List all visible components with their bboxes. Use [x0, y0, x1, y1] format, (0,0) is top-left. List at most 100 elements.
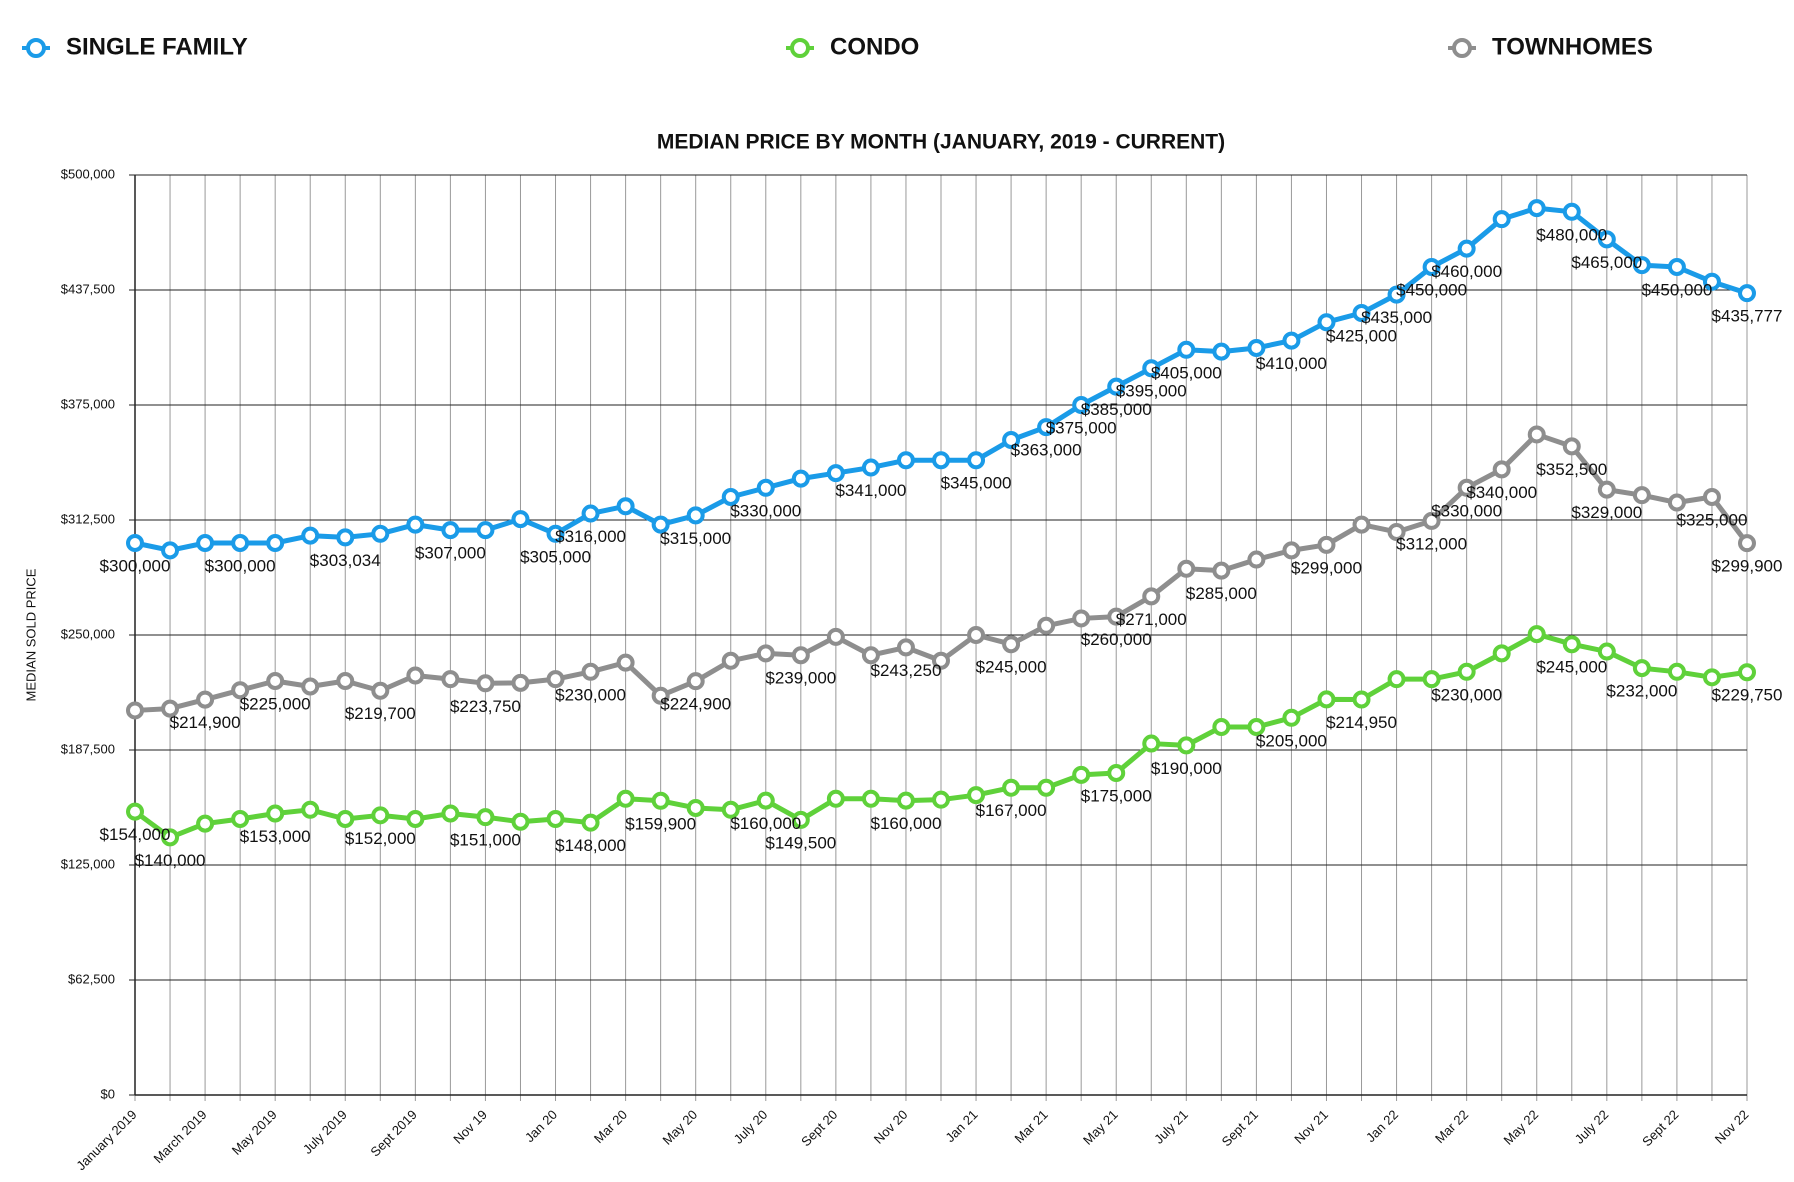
data-point: [1247, 550, 1266, 569]
data-point: [1037, 418, 1056, 437]
data-point: [1632, 486, 1651, 505]
data-point: [196, 534, 215, 552]
data-point: [546, 810, 565, 828]
data-point: [476, 674, 495, 693]
data-point: [1492, 210, 1511, 229]
data-label: $425,000: [1326, 326, 1397, 345]
data-label: $229,750: [1712, 686, 1783, 705]
x-tick-label: Jan 21: [942, 1107, 980, 1145]
data-point: [1457, 239, 1476, 258]
data-point: [721, 800, 740, 819]
data-point: [126, 802, 144, 821]
data-point: [406, 515, 425, 534]
data-label: $151,000: [450, 831, 521, 850]
data-point: [546, 524, 565, 543]
data-point: [511, 673, 530, 692]
y-tick-label: $375,000: [61, 396, 115, 411]
data-point: [1247, 338, 1266, 357]
data-point: [967, 626, 986, 644]
data-point: [1702, 668, 1721, 687]
data-point: [1632, 256, 1651, 275]
data-label: $329,000: [1571, 503, 1642, 522]
data-label: $219,700: [345, 704, 416, 723]
data-point: [932, 451, 950, 470]
data-point: [196, 814, 215, 833]
data-label: $435,000: [1361, 308, 1432, 327]
x-tick-label: Nov 20: [871, 1107, 911, 1147]
data-point: [546, 670, 565, 689]
data-point: [896, 638, 915, 657]
data-label: $232,000: [1606, 682, 1677, 701]
data-label: $152,000: [345, 829, 416, 848]
data-point: [686, 506, 705, 525]
data-point: [932, 651, 950, 670]
data-point: [371, 524, 390, 543]
data-point: [756, 478, 775, 497]
data-point: [1527, 199, 1546, 218]
data-point: [651, 686, 670, 705]
legend-label: SINGLE FAMILY: [66, 33, 248, 60]
y-tick-label: $187,500: [61, 741, 115, 756]
data-point: [1177, 340, 1196, 359]
y-tick-label: $312,500: [61, 511, 115, 526]
data-point: [1387, 670, 1406, 689]
data-point: [1212, 342, 1231, 361]
x-tick-label: Mar 21: [1011, 1107, 1050, 1146]
data-label: $140,000: [135, 851, 206, 870]
data-point: [1422, 511, 1441, 530]
data-label: $299,900: [1712, 557, 1783, 576]
data-point: [1702, 488, 1721, 506]
data-label: $385,000: [1081, 400, 1152, 419]
data-label: $480,000: [1536, 225, 1607, 244]
x-tick-label: Sept 21: [1219, 1107, 1261, 1149]
data-label: $316,000: [555, 527, 626, 546]
data-point: [616, 789, 635, 808]
x-tick-label: January 2019: [73, 1107, 139, 1173]
data-point: [791, 810, 810, 829]
data-point: [1702, 272, 1721, 291]
data-point: [651, 515, 670, 534]
data-label: $154,000: [100, 825, 171, 844]
data-point: [1142, 359, 1161, 378]
data-point: [1107, 377, 1126, 396]
data-point: [1002, 430, 1021, 449]
data-point: [266, 672, 285, 690]
data-point: [1562, 635, 1581, 654]
x-tick-label: Mar 22: [1432, 1107, 1471, 1146]
data-point: [1142, 734, 1161, 753]
data-label: $435,777: [1712, 307, 1783, 326]
data-point: [336, 528, 355, 547]
data-label: $312,000: [1396, 534, 1467, 553]
legend-label: CONDO: [830, 33, 919, 60]
data-point: [126, 534, 144, 552]
data-label: $225,000: [240, 694, 311, 713]
data-point: [1527, 625, 1546, 644]
legend-label: TOWNHOMES: [1492, 33, 1653, 60]
data-point: [1142, 587, 1161, 606]
data-point: [896, 451, 915, 470]
data-point: [1422, 670, 1441, 689]
data-point: [616, 653, 635, 672]
data-point: [336, 672, 355, 690]
data-point: [1282, 708, 1301, 727]
data-point: [301, 526, 320, 545]
data-point: [1562, 202, 1581, 221]
data-point: [1037, 778, 1056, 797]
y-tick-label: $125,000: [61, 856, 115, 871]
data-label: $175,000: [1081, 786, 1152, 805]
data-point: [581, 504, 600, 523]
data-label: $300,000: [100, 556, 171, 575]
y-tick-label: $500,000: [61, 166, 115, 181]
data-point: [721, 488, 740, 506]
data-point: [511, 510, 530, 529]
data-label: $239,000: [765, 669, 836, 688]
data-label: $214,900: [170, 713, 241, 732]
data-point: [1527, 425, 1546, 444]
legend-marker: [790, 38, 810, 58]
data-point: [1738, 284, 1756, 303]
y-tick-label: $437,500: [61, 281, 115, 296]
data-label: $285,000: [1186, 584, 1257, 603]
data-point: [1177, 736, 1196, 755]
data-label: $395,000: [1116, 382, 1187, 401]
